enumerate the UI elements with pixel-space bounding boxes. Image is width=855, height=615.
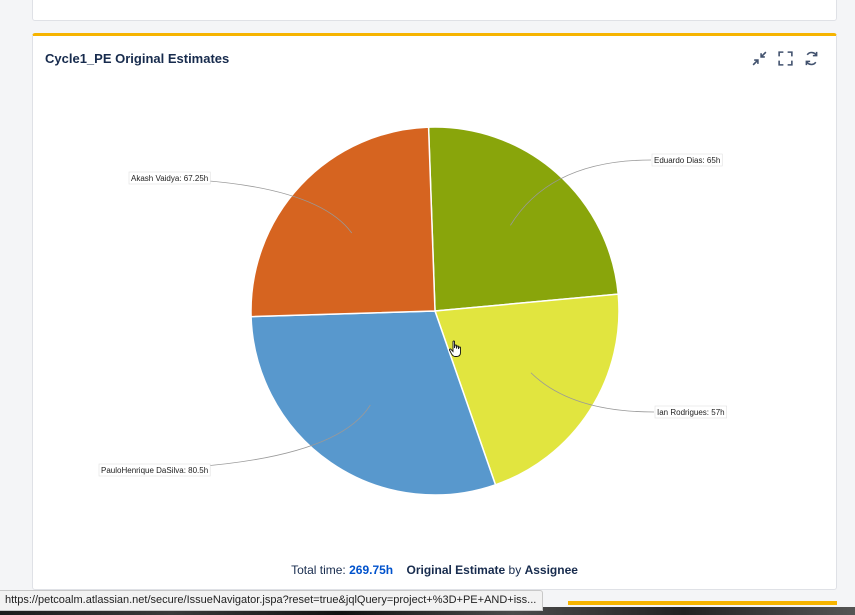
pie-slice-label: Akash Vaidya: 67.25h: [131, 174, 208, 183]
pie-chart-gadget: Cycle1_PE Original Estimates Eduardo Dia…: [32, 33, 837, 590]
hand-cursor-icon: [449, 340, 461, 357]
statistic-field: Original Estimate: [406, 563, 506, 577]
next-gadget-card-edge: [568, 601, 837, 605]
pie-slices: [250, 126, 620, 496]
chart-footer: Total time: 269.75h Original Estimate by…: [33, 563, 836, 577]
pie-slice[interactable]: [250, 310, 497, 496]
total-time-label: Total time:: [291, 563, 346, 577]
refresh-icon[interactable]: [803, 50, 820, 67]
pie-label-box: [128, 171, 211, 185]
minimize-icon[interactable]: [751, 50, 768, 67]
pie-label-connector: [510, 159, 652, 226]
pie-slice[interactable]: [250, 126, 436, 318]
pie-slice-label: PauloHenrique DaSilva: 80.5h: [101, 466, 208, 475]
pie-chart: Eduardo Dias: 65h Ian Rodrigues: 57h Paulo…: [98, 126, 727, 496]
pie-label-box: [651, 153, 723, 167]
total-time-value[interactable]: 269.75h: [349, 563, 394, 577]
gadget-title: Cycle1_PE Original Estimates: [45, 51, 230, 66]
pie-label-connector: [530, 372, 655, 413]
pie-labels: Eduardo Dias: 65h Ian Rodrigues: 57h Paulo…: [98, 153, 727, 477]
group-field: Assignee: [524, 563, 578, 577]
previous-gadget-card: [32, 0, 837, 21]
pie-label-box: [98, 463, 211, 477]
pie-slice-label: Ian Rodrigues: 57h: [657, 408, 725, 417]
taskbar-strip: [0, 607, 855, 615]
pie-slice[interactable]: [427, 126, 620, 312]
status-bar-url: https://petcoalm.atlassian.net/secure/Is…: [0, 590, 544, 611]
maximize-icon[interactable]: [777, 50, 794, 67]
pie-label-box: [654, 405, 727, 419]
gadget-toolbar: [751, 50, 820, 67]
by-word: by: [508, 563, 522, 577]
pie-slice[interactable]: [433, 293, 620, 486]
pie-slice-label: Eduardo Dias: 65h: [654, 156, 720, 165]
